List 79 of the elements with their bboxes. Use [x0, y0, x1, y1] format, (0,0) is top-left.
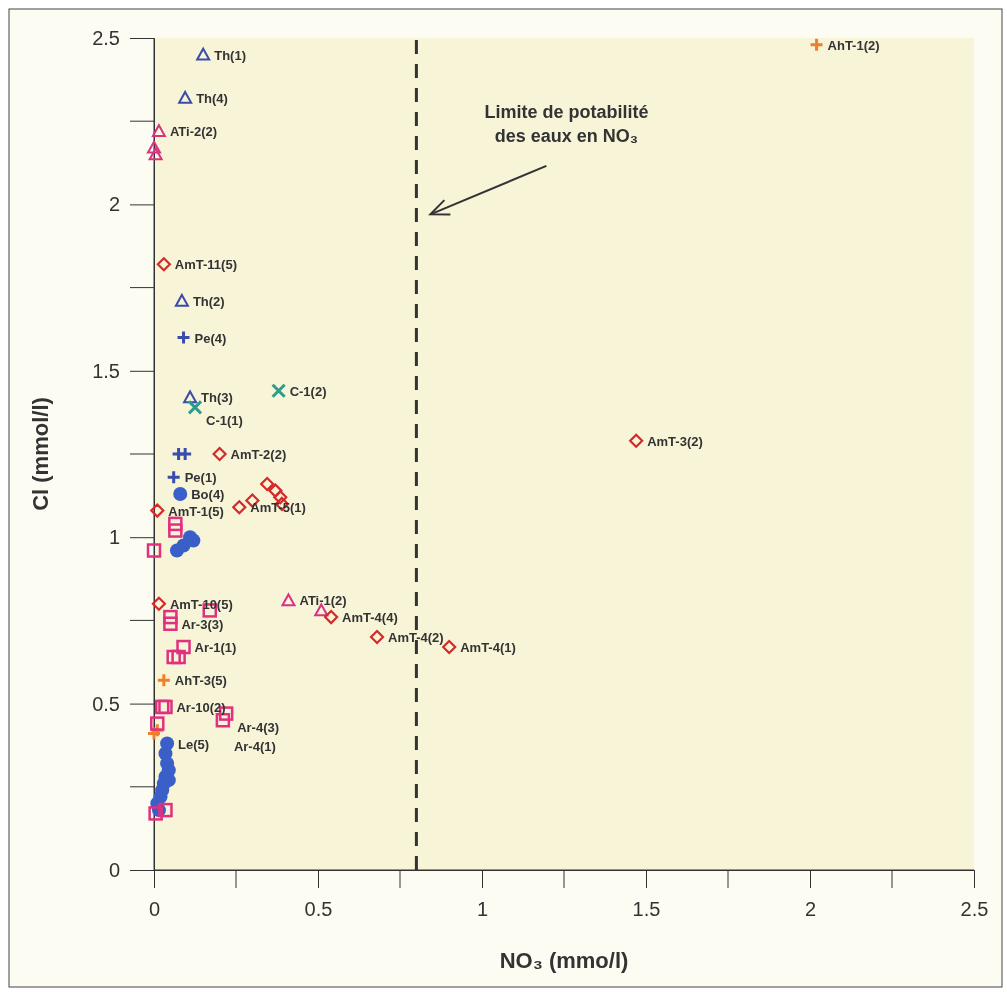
point: [271, 383, 287, 399]
annotation: ATi-1(2): [299, 593, 347, 609]
point: [147, 140, 161, 154]
y-tick-label: 2.5: [92, 26, 120, 49]
annotation: AmT-4(1): [460, 640, 516, 656]
x-tick-label: 1: [476, 898, 489, 921]
annotation: AmT-5(1): [250, 500, 306, 516]
annotation: Le(5): [178, 736, 210, 752]
y-tick-label: 0: [108, 858, 120, 881]
x-tick-label: 0.5: [304, 898, 333, 921]
point: [176, 330, 192, 346]
point: [156, 257, 171, 272]
point: [166, 469, 182, 485]
annotation: Ar-1(1): [194, 640, 237, 656]
point: [442, 639, 457, 655]
point: [196, 47, 211, 61]
point: [174, 293, 189, 307]
point: [148, 147, 163, 161]
annotation: ATi-2(2): [169, 124, 218, 140]
annotation: C-1(2): [289, 383, 327, 399]
point: [171, 649, 186, 665]
point: [369, 629, 385, 645]
annotation: AmT-1(5): [168, 503, 224, 519]
y-tick-label: 1.5: [92, 359, 120, 382]
annotation: AmT-2(2): [230, 447, 287, 462]
point: [146, 543, 162, 558]
point: [809, 37, 825, 53]
point: [166, 649, 181, 665]
annotation: Th(3): [201, 390, 233, 406]
annotation: Pe(4): [194, 330, 227, 346]
annotation: C-1(1): [206, 413, 243, 429]
point: [173, 486, 188, 501]
x-axis-title: NO₃ (mmo/l): [499, 948, 629, 973]
annotation: AhT-1(2): [827, 37, 880, 53]
point: [178, 90, 193, 104]
point: [629, 433, 644, 448]
annotation: Pe(1): [184, 470, 217, 486]
point: [151, 124, 166, 137]
point: [183, 390, 198, 404]
point: [151, 596, 167, 611]
x-tick-label: 0: [148, 898, 161, 921]
ref-line-label: Limite de potabilité des eaux en NO₃: [484, 101, 649, 146]
y-axis-title: Cl (mmol/l): [28, 397, 53, 511]
point: [176, 639, 191, 655]
annotation: AmT-4(4): [342, 610, 398, 626]
point: [324, 609, 339, 625]
point: [168, 523, 183, 538]
point: [154, 699, 170, 715]
point: [212, 446, 227, 462]
point: [268, 483, 283, 498]
point: [158, 802, 173, 818]
x-tick-label: 1.5: [632, 898, 661, 921]
y-tick-label: 0.5: [92, 692, 120, 715]
point: [150, 503, 165, 518]
point: [281, 593, 296, 607]
annotation: Bo(4): [191, 486, 225, 502]
annotation: AmT-3(2): [647, 433, 703, 449]
y-tick-label: 2: [108, 193, 120, 216]
annotation: Th(1): [214, 47, 246, 63]
annotation: AhT-3(5): [174, 673, 227, 689]
annotation: AmT-11(5): [174, 257, 237, 273]
annotation: AmT-10(5): [169, 596, 233, 612]
x-tick-label: 2.5: [960, 898, 989, 921]
point: [187, 399, 203, 415]
point: [158, 699, 173, 715]
point: [163, 616, 178, 631]
annotation: Th(4): [196, 90, 228, 106]
point: [150, 716, 165, 731]
annotation: Th(2): [192, 293, 225, 309]
point: [260, 476, 275, 492]
y-tick-label: 1: [108, 526, 120, 549]
annotation: Ar-10(2): [176, 699, 226, 715]
annotation: Ar-4(1): [233, 739, 276, 755]
annotation: Ar-4(3): [237, 719, 280, 735]
annotation: Ar-3(3): [181, 616, 224, 632]
point: [232, 500, 247, 515]
point: [156, 672, 172, 688]
x-tick-label: 2: [804, 898, 817, 921]
annotation: AmT-4(2): [388, 630, 444, 646]
